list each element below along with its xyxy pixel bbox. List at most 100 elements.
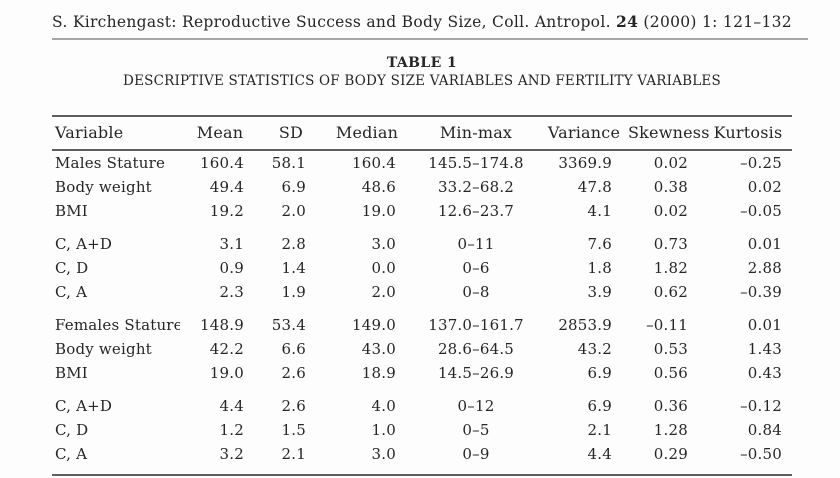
running-head: S. Kirchengast: Reproductive Success and… (52, 0, 808, 40)
value-cell: 1.28 (653, 420, 688, 439)
value-cell: 145.5–174.8 (428, 153, 524, 172)
variable-cell: Males Stature (55, 153, 166, 172)
value-cell: 0.02 (653, 201, 688, 220)
value-cell: 0–11 (457, 234, 495, 253)
value-cell: 48.6 (361, 177, 396, 196)
value-cell: 0.01 (747, 234, 782, 253)
value-cell: 0.29 (653, 444, 688, 463)
column-header-sd: SD (260, 116, 322, 151)
value-cell: –0.11 (646, 315, 688, 334)
value-cell: 1.8 (587, 258, 612, 277)
value-cell: 0.02 (653, 153, 688, 172)
column-header-kurtosis: Kurtosis (704, 116, 792, 151)
value-cell: 19.0 (209, 363, 244, 382)
value-cell: 0.01 (747, 315, 782, 334)
column-header-skewness: Skewness (628, 116, 709, 151)
value-cell: 3.1 (219, 234, 244, 253)
value-cell: 6.9 (587, 363, 612, 382)
running-head-volume: 24 (616, 12, 639, 31)
value-cell: 2.1 (281, 444, 306, 463)
value-cell: –0.25 (740, 153, 782, 172)
value-cell: 4.1 (587, 201, 612, 220)
variable-cell: C, A+D (55, 234, 113, 253)
value-cell: 0.43 (747, 363, 782, 382)
value-cell: 0.56 (653, 363, 688, 382)
value-cell: 28.6–64.5 (437, 339, 515, 358)
table-header-row: Variable Mean SD Median Min-max Variance… (52, 116, 792, 151)
value-cell: 0.53 (653, 339, 688, 358)
value-cell: 2.0 (371, 282, 396, 301)
value-cell: 0.38 (653, 177, 688, 196)
value-cell: 3369.9 (558, 153, 612, 172)
table-caption: DESCRIPTIVE STATISTICS OF BODY SIZE VARI… (123, 73, 721, 89)
value-cell: 0.84 (747, 420, 782, 439)
value-cell: 3.0 (371, 444, 396, 463)
column-header-variable: Variable (52, 116, 180, 151)
value-cell: 0.62 (653, 282, 688, 301)
value-cell: 53.4 (271, 315, 306, 334)
variable-cell: C, A (55, 282, 88, 301)
value-cell: 42.2 (209, 339, 244, 358)
table-row: C, A+D 3.1 2.8 3.0 0–11 7.6 0.73 0.01 (52, 223, 792, 256)
value-cell: 2.0 (281, 201, 306, 220)
value-cell: 33.2–68.2 (437, 177, 515, 196)
value-cell: 2853.9 (558, 315, 612, 334)
variable-cell: C, A+D (55, 396, 113, 415)
variable-cell: C, A (55, 444, 88, 463)
value-cell: 2.3 (219, 282, 244, 301)
value-cell: 12.6–23.7 (437, 201, 515, 220)
value-cell: 1.9 (281, 282, 306, 301)
value-cell: 160.4 (200, 153, 244, 172)
value-cell: 4.0 (371, 396, 396, 415)
value-cell: 43.2 (577, 339, 612, 358)
value-cell: 49.4 (209, 177, 244, 196)
value-cell: 14.5–26.9 (437, 363, 515, 382)
value-cell: 148.9 (200, 315, 244, 334)
value-cell: 2.6 (281, 396, 306, 415)
table-row: C, A 2.3 1.9 2.0 0–8 3.9 0.62 –0.39 (52, 280, 792, 304)
table-row: Females Stature 148.9 53.4 149.0 137.0–161.7… (52, 304, 792, 337)
table-row: BMI 19.0 2.6 18.9 14.5–26.9 6.9 0.56 0.43 (52, 361, 792, 385)
table-row: BMI 19.2 2.0 19.0 12.6–23.7 4.1 0.02 –0.05 (52, 199, 792, 223)
value-cell: 0–5 (462, 420, 490, 439)
value-cell: 19.2 (209, 201, 244, 220)
value-cell: 6.9 (587, 396, 612, 415)
value-cell: 2.8 (281, 234, 306, 253)
value-cell: 0.0 (371, 258, 396, 277)
value-cell: 1.5 (281, 420, 306, 439)
variable-cell: BMI (55, 363, 88, 382)
column-header-mean: Mean (180, 116, 260, 151)
value-cell: 160.4 (352, 153, 396, 172)
value-cell: 1.2 (219, 420, 244, 439)
running-head-pages: (2000) 1: 121–132 (638, 13, 792, 31)
value-cell: 0–9 (462, 444, 490, 463)
table-row: C, D 0.9 1.4 0.0 0–6 1.8 1.82 2.88 (52, 256, 792, 280)
variable-cell: BMI (55, 201, 88, 220)
variable-cell: Body weight (55, 339, 152, 358)
value-cell: 4.4 (219, 396, 244, 415)
value-cell: 0.73 (653, 234, 688, 253)
value-cell: 1.4 (281, 258, 306, 277)
value-cell: 0–12 (457, 396, 495, 415)
value-cell: 0.9 (219, 258, 244, 277)
value-cell: 2.6 (281, 363, 306, 382)
value-cell: 7.6 (587, 234, 612, 253)
value-cell: 18.9 (361, 363, 396, 382)
value-cell: 19.0 (361, 201, 396, 220)
value-cell: 2.1 (587, 420, 612, 439)
running-head-citation: S. Kirchengast: Reproductive Success and… (52, 13, 617, 31)
descriptive-statistics-table: Variable Mean SD Median Min-max Variance… (52, 115, 792, 476)
column-header-minmax: Min-max (412, 116, 540, 151)
variable-cell: C, D (55, 420, 89, 439)
value-cell: 0–8 (462, 282, 490, 301)
variable-cell: C, D (55, 258, 89, 277)
value-cell: 47.8 (577, 177, 612, 196)
table-row: Males Stature 160.4 58.1 160.4 145.5–174.8 33… (52, 150, 792, 175)
table-row: C, A 3.2 2.1 3.0 0–9 4.4 0.29 –0.50 (52, 442, 792, 475)
value-cell: 6.9 (281, 177, 306, 196)
variable-cell: Body weight (55, 177, 152, 196)
value-cell: 2.88 (747, 258, 782, 277)
value-cell: 149.0 (352, 315, 396, 334)
value-cell: 1.82 (653, 258, 688, 277)
